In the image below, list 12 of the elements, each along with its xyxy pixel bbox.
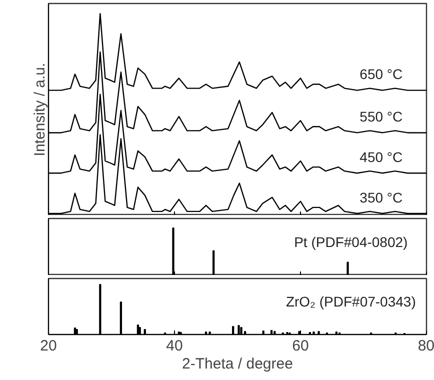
- annotation: Pt (PDF#04-0802): [294, 234, 408, 250]
- x-axis-title: 2-Theta / degree: [182, 356, 293, 372]
- series-label: 450 °C: [360, 149, 403, 166]
- annotation: ZrO₂ (PDF#07-0343): [286, 293, 416, 310]
- y-axis-title: Intensity / a.u.: [32, 62, 48, 156]
- x-tick-label: 60: [292, 338, 309, 354]
- x-tick-label: 40: [166, 338, 183, 354]
- series-label: 350 °C: [360, 189, 403, 206]
- x-tick-label: 20: [40, 338, 57, 354]
- x-tick-label: 80: [418, 338, 434, 354]
- series-label: 550 °C: [360, 108, 403, 125]
- series-label: 650 °C: [360, 66, 403, 82]
